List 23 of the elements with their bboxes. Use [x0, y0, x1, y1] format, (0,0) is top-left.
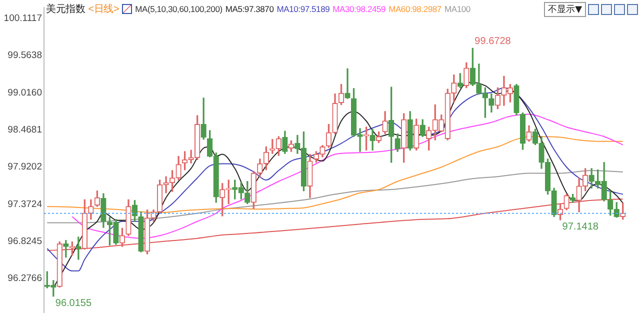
- y-tick-label: 96.8245: [8, 236, 42, 248]
- candlestick: [344, 68, 350, 99]
- annotation: 不显示▼: [544, 2, 586, 17]
- text: MA10:97.5189: [276, 4, 330, 14]
- text: MA100: [444, 4, 470, 14]
- chart-subtitle: <日线>: [88, 2, 120, 16]
- y-tick-label: 96.2766: [8, 273, 42, 284]
- chart-title: 美元指数: [46, 2, 86, 16]
- text: MA5:97.3870: [225, 4, 274, 14]
- line-series: [46, 198, 624, 252]
- y-tick-label: 100.1117: [4, 13, 42, 24]
- y-tick-label: 99.0160: [8, 87, 42, 98]
- legend-title: MA(5,10,30,60,100,200): [135, 4, 222, 14]
- annotation: 96.0155: [55, 298, 92, 310]
- line-series: [46, 170, 624, 224]
- annotation: 99.6728: [474, 36, 512, 47]
- y-tick-label: 98.4681: [8, 124, 42, 136]
- y-tick-label: 99.5638: [8, 50, 42, 62]
- text: MA30:98.2459: [332, 4, 386, 14]
- y-tick-label: 97.3724: [8, 198, 42, 210]
- text: MA60:98.2987: [388, 4, 442, 14]
- y-tick-label: 97.9202: [8, 162, 42, 173]
- annotation: 97.1418: [562, 222, 599, 233]
